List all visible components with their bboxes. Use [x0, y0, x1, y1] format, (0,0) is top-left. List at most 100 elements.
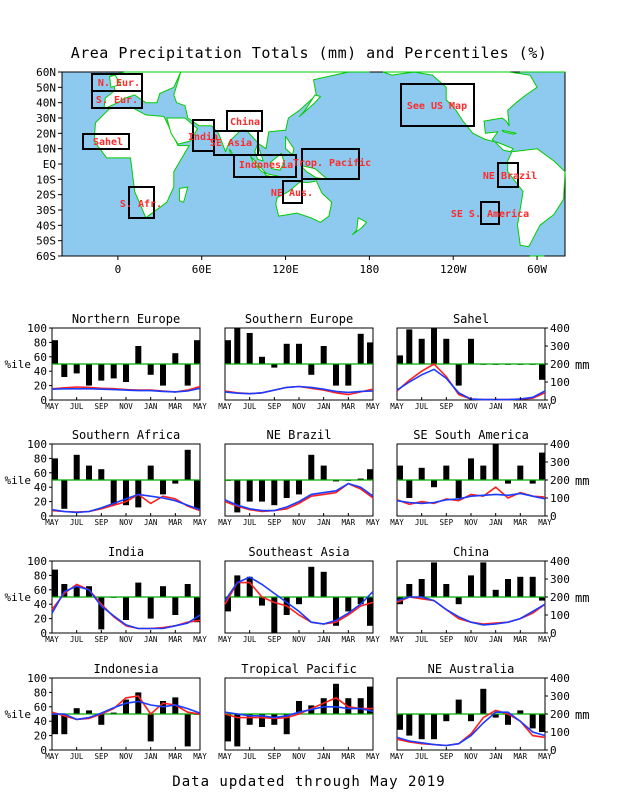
- region-box: [91, 90, 143, 109]
- month-label: JAN: [489, 402, 503, 411]
- percentile-bar: [110, 480, 117, 506]
- month-label: JUL: [243, 402, 257, 411]
- mm-tick-label: 400: [550, 322, 570, 335]
- month-axis: MAY JUL SEP NOV JAN MAR MAY: [45, 397, 207, 411]
- month-axis: MAY JUL SEP NOV JAN MAR MAY: [390, 397, 552, 411]
- month-label: NOV: [292, 752, 306, 761]
- normal-line: [396, 596, 546, 626]
- percentile-bar: [184, 584, 191, 597]
- month-label: MAY: [390, 635, 404, 644]
- month-label: MAY: [538, 752, 552, 761]
- region-ne-brazil: NE Brazil: [483, 162, 537, 188]
- region-indonesia: Indonesia: [233, 154, 297, 178]
- region-label: NE Aus.: [271, 188, 313, 199]
- month-label: MAR: [342, 518, 356, 527]
- lon-label: 180: [359, 263, 379, 276]
- percentile-bar: [172, 353, 179, 364]
- pct-tick-label: 100: [27, 322, 47, 335]
- percentile-bar: [234, 480, 241, 513]
- pct-tick-label: 20: [34, 730, 47, 743]
- percentile-bar: [505, 480, 511, 484]
- percentile-bar: [73, 708, 80, 714]
- percentile-bar: [431, 714, 437, 740]
- month-label: MAY: [538, 518, 552, 527]
- month-label: JAN: [317, 752, 331, 761]
- percentile-bar: [539, 452, 545, 480]
- percentile-bar: [225, 714, 231, 742]
- normal-line: [396, 492, 546, 505]
- percentile-bar: [357, 698, 364, 714]
- pct-tick-label: 80: [34, 569, 47, 582]
- month-label: MAY: [390, 402, 404, 411]
- pct-tick-label: 0: [40, 510, 47, 523]
- percentile-bar: [271, 597, 278, 633]
- percentile-bar: [367, 342, 373, 364]
- pct-axis-label: %ile: [5, 591, 32, 604]
- chart-title: India: [108, 545, 144, 559]
- month-label: NOV: [119, 402, 133, 411]
- month-axis: MAY JUL SEP NOV JAN MAR MAY: [390, 747, 552, 761]
- month-label: MAY: [218, 518, 232, 527]
- percentile-bar: [455, 699, 462, 714]
- month-label: JUL: [415, 752, 429, 761]
- month-label: MAY: [366, 402, 380, 411]
- percentile-bar: [246, 714, 253, 725]
- precip-line: [224, 696, 373, 720]
- month-label: MAY: [366, 635, 380, 644]
- percentile-bar: [529, 480, 536, 484]
- percentile-bar: [123, 480, 129, 506]
- precip-line: [396, 486, 546, 506]
- percentile-bar: [234, 575, 241, 597]
- percentile-bar: [468, 338, 474, 364]
- land-cuba: [501, 129, 517, 135]
- map-lat-labels: 60N 50N 40N 30N 20N 10N EQ 10S 20S 30S 40S 50S 60S: [36, 66, 62, 263]
- percentile-bar: [259, 714, 265, 727]
- month-label: JAN: [489, 635, 503, 644]
- mm-tick-label: 200: [550, 358, 570, 371]
- region-label: See US Map: [407, 101, 467, 112]
- month-label: NOV: [119, 518, 133, 527]
- percentile-bar: [539, 597, 545, 601]
- pct-tick-label: 40: [34, 481, 47, 494]
- month-label: MAR: [342, 752, 356, 761]
- month-axis: MAY JUL SEP NOV JAN MAR MAY: [218, 747, 380, 761]
- land-newzealand: [352, 217, 368, 235]
- month-label: MAY: [366, 518, 380, 527]
- month-label: MAY: [193, 518, 207, 527]
- percentile-bar: [73, 586, 80, 597]
- region-box: [282, 180, 303, 204]
- percentile-bar: [418, 579, 425, 597]
- month-label: MAY: [538, 402, 552, 411]
- percentile-bar: [397, 465, 403, 480]
- month-label: NOV: [464, 402, 478, 411]
- month-label: JAN: [144, 402, 158, 411]
- month-label: NOV: [292, 402, 306, 411]
- month-label: JUL: [70, 635, 84, 644]
- percentile-bar: [160, 480, 166, 495]
- percentile-bar: [406, 714, 413, 736]
- region-label: China: [230, 116, 260, 128]
- month-label: MAR: [514, 752, 528, 761]
- percentile-bar: [194, 597, 200, 623]
- month-label: NOV: [119, 635, 133, 644]
- region-box: [497, 162, 519, 188]
- mm-tick-label: 400: [550, 438, 570, 451]
- month-label: MAY: [45, 518, 59, 527]
- percentile-bar: [259, 480, 265, 502]
- chart-title: Sahel: [453, 312, 489, 326]
- normal-line: [224, 385, 374, 395]
- percentile-bar: [123, 364, 129, 382]
- region-label: Sahel: [93, 137, 123, 148]
- percentile-bar: [505, 714, 511, 725]
- chart-title: NE Australia: [428, 662, 515, 676]
- chart-title: China: [453, 545, 489, 559]
- month-label: JAN: [489, 518, 503, 527]
- lat-label: 20S: [36, 189, 56, 202]
- percentile-bar: [517, 465, 524, 480]
- month-label: MAY: [193, 752, 207, 761]
- region-box: [128, 186, 155, 219]
- percentile-bar: [406, 480, 413, 498]
